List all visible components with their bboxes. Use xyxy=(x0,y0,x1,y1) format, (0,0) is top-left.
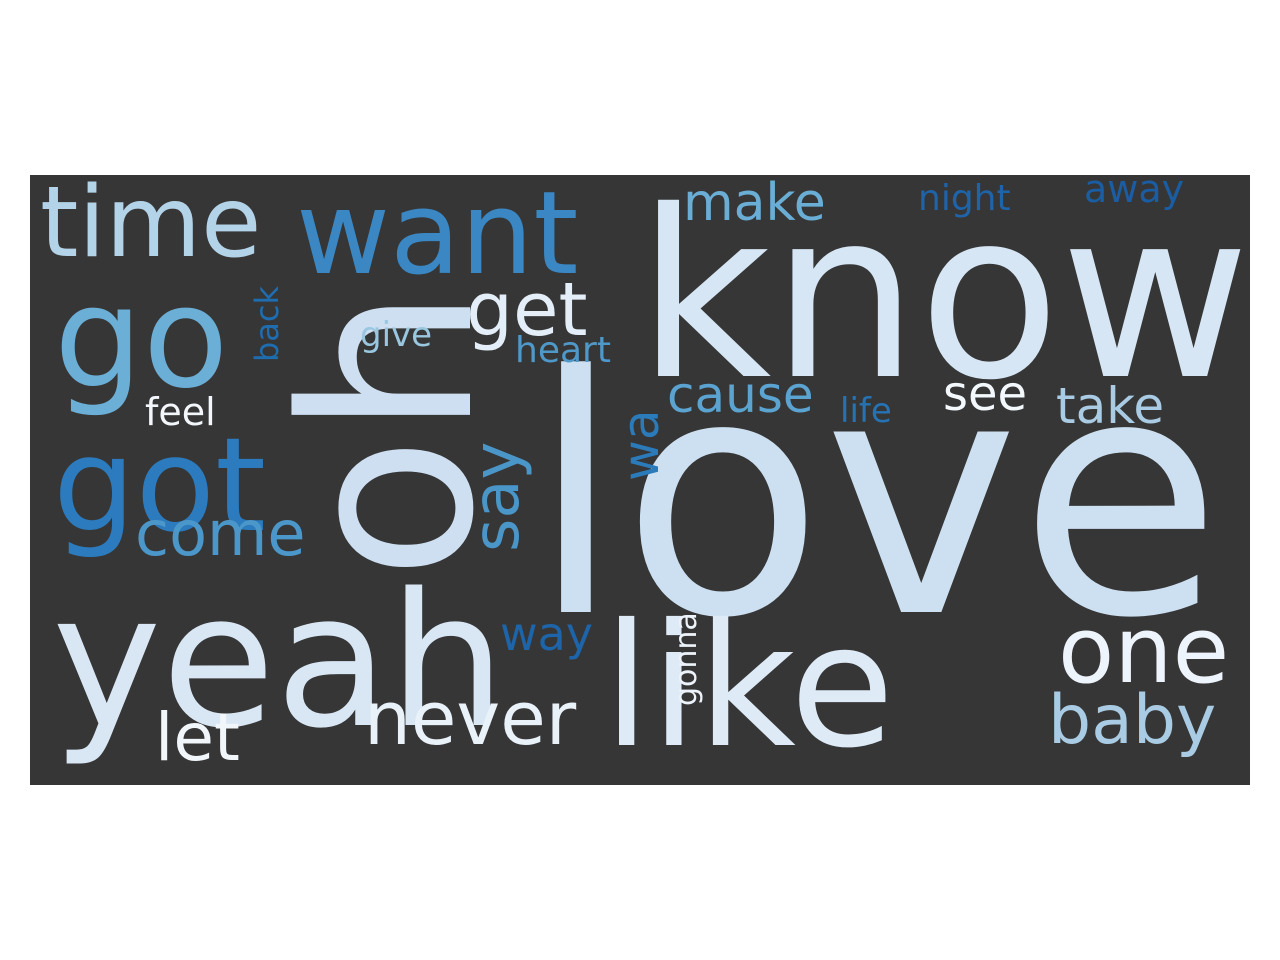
word-one: one xyxy=(1058,597,1229,704)
word-get: get xyxy=(466,267,588,353)
word-got: got xyxy=(53,409,266,561)
word-know: know xyxy=(637,161,1250,431)
word-say: say xyxy=(460,442,534,552)
word-time: time xyxy=(40,166,261,280)
word-come: come xyxy=(135,497,306,570)
word-go: go xyxy=(54,257,229,420)
word-yeah: yeah xyxy=(52,553,506,769)
word-oh: oh xyxy=(253,287,526,580)
word-baby: baby xyxy=(1048,681,1216,760)
word-never: never xyxy=(364,676,577,762)
word-want: want xyxy=(296,167,579,301)
word-night: night xyxy=(918,178,1011,219)
word-make: make xyxy=(683,173,826,233)
cloud-background xyxy=(30,175,1250,785)
word-cause: cause xyxy=(667,366,814,424)
word-gonna: gonna xyxy=(669,612,704,706)
word-love: love xyxy=(530,306,1222,690)
word-wa: wa xyxy=(612,409,670,481)
word-away: away xyxy=(1084,167,1184,211)
word-see: see xyxy=(943,366,1027,422)
word-heart: heart xyxy=(515,330,611,371)
word-life: life xyxy=(840,391,892,431)
word-like: like xyxy=(603,588,894,786)
word-feel: feel xyxy=(145,390,216,434)
word-way: way xyxy=(500,607,593,661)
word-let: let xyxy=(155,699,240,776)
word-give: give xyxy=(360,315,432,355)
word-take: take xyxy=(1056,377,1164,435)
word-back: back xyxy=(248,285,286,362)
